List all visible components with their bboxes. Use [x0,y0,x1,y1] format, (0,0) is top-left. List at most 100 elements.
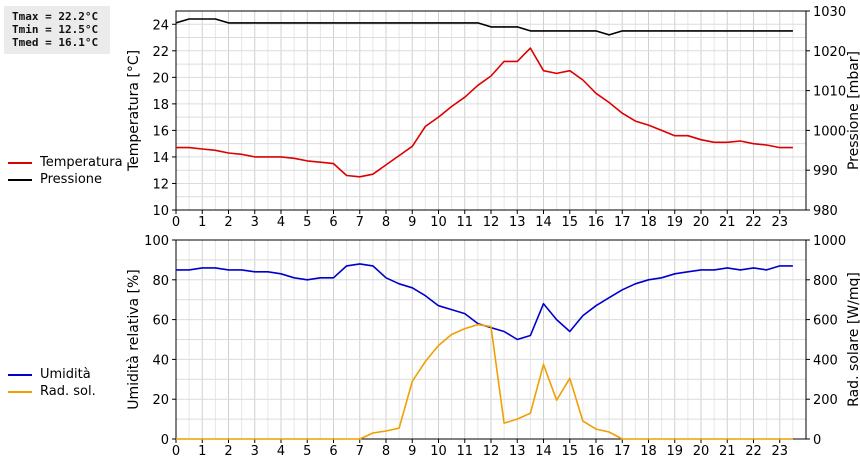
x-tick-label: 14 [535,215,552,230]
x-tick-label: 15 [561,215,578,230]
y-tick-label-left: 18 [152,98,169,113]
legend-swatch [8,178,32,181]
series-line-umidit [176,263,793,341]
legend-item-pressione: Pressione [8,171,123,188]
x-tick-label: 20 [693,215,710,230]
y-axis-label-left: Temperatura [°C] [126,50,142,172]
y-tick-label-left: 16 [152,124,169,139]
x-tick-label: 3 [251,215,259,230]
x-tick-label: 23 [771,215,788,230]
x-tick-label: 7 [356,444,364,459]
y-tick-label-left: 60 [152,314,169,329]
x-tick-label: 5 [303,215,311,230]
y-tick-label-right: 200 [813,393,838,408]
x-tick-label: 17 [614,215,631,230]
y-tick-label-left: 20 [152,393,169,408]
x-tick-label: 10 [430,444,447,459]
x-tick-label: 0 [172,444,180,459]
x-tick-label: 12 [483,444,500,459]
legend-label: Temperatura [40,155,123,170]
tmax-label: Tmax = 22.2°C [12,10,99,23]
x-tick-label: 18 [640,444,657,459]
x-tick-label: 9 [408,444,416,459]
x-tick-label: 6 [329,444,337,459]
x-tick-label: 3 [251,444,259,459]
stats-box: Tmax = 22.2°C Tmin = 12.5°C Tmed = 16.1°… [4,6,110,54]
tmin-label: Tmin = 12.5°C [12,23,99,36]
legend-top: Temperatura Pressione [8,154,123,188]
x-tick-label: 14 [535,444,552,459]
series-line-pressione [175,18,793,36]
x-tick-label: 4 [277,444,285,459]
x-tick-label: 7 [356,215,364,230]
y-tick-label-left: 100 [144,234,169,249]
x-tick-label: 1 [198,444,206,459]
legend-swatch [8,161,32,164]
legend-item-umidita: Umidità [8,366,96,383]
x-tick-label: 6 [329,215,337,230]
x-tick-label: 18 [640,215,657,230]
x-tick-label: 17 [614,444,631,459]
y-tick-label-right: 600 [813,314,838,329]
y-tick-label-left: 0 [161,433,169,448]
y-tick-label-right: 1000 [813,124,846,139]
x-tick-label: 20 [693,444,710,459]
y-tick-label-left: 12 [152,177,169,192]
x-tick-label: 11 [456,444,473,459]
x-tick-label: 22 [745,444,762,459]
x-tick-label: 22 [745,215,762,230]
y-tick-label-right: 1030 [813,5,846,20]
legend-item-temperatura: Temperatura [8,154,123,171]
x-tick-label: 1 [198,215,206,230]
x-tick-label: 2 [224,215,232,230]
y-tick-label-left: 22 [152,45,169,60]
legend-item-rad-sol: Rad. sol. [8,383,96,400]
x-tick-label: 19 [666,444,683,459]
x-tick-label: 21 [719,215,736,230]
y-tick-label-right: 1020 [813,45,846,60]
x-tick-label: 19 [666,215,683,230]
x-tick-label: 16 [588,215,605,230]
x-tick-label: 11 [456,215,473,230]
x-tick-label: 4 [277,215,285,230]
legend-swatch [8,373,32,376]
x-tick-label: 12 [483,215,500,230]
y-tick-label-left: 40 [152,353,169,368]
y-tick-label-left: 20 [152,71,169,86]
series-line-rad-sol [176,323,793,440]
y-tick-label-left: 24 [152,18,169,33]
x-tick-label: 8 [382,444,390,459]
x-tick-label: 5 [303,444,311,459]
tmed-label: Tmed = 16.1°C [12,36,99,49]
x-tick-label: 9 [408,215,416,230]
x-tick-label: 2 [224,444,232,459]
x-tick-label: 16 [588,444,605,459]
legend-label: Rad. sol. [40,384,96,399]
y-axis-label-left: Umidità relativa [%] [126,269,142,410]
y-tick-label-right: 0 [813,433,821,448]
y-tick-label-right: 400 [813,353,838,368]
legend-label: Umidità [40,367,91,382]
y-tick-label-left: 80 [152,274,169,289]
legend-label: Pressione [40,172,103,187]
y-tick-label-right: 800 [813,274,838,289]
x-tick-label: 15 [561,444,578,459]
y-tick-label-right: 990 [813,164,838,179]
legend-swatch [8,390,32,393]
x-tick-label: 0 [172,215,180,230]
y-tick-label-left: 10 [152,204,169,219]
y-tick-label-left: 14 [152,151,169,166]
x-tick-label: 8 [382,215,390,230]
x-tick-label: 13 [509,215,526,230]
y-axis-label-right: Rad. solare [W/mq] [846,272,860,407]
x-tick-label: 10 [430,215,447,230]
x-tick-label: 23 [771,444,788,459]
y-tick-label-right: 1010 [813,85,846,100]
y-tick-label-right: 1000 [813,234,846,249]
series-line-temperatura [176,47,793,178]
legend-bottom-real: Umidità Rad. sol. [8,366,96,400]
x-tick-label: 21 [719,444,736,459]
x-tick-label: 13 [509,444,526,459]
y-axis-label-right: Pressione [mbar] [846,51,860,170]
